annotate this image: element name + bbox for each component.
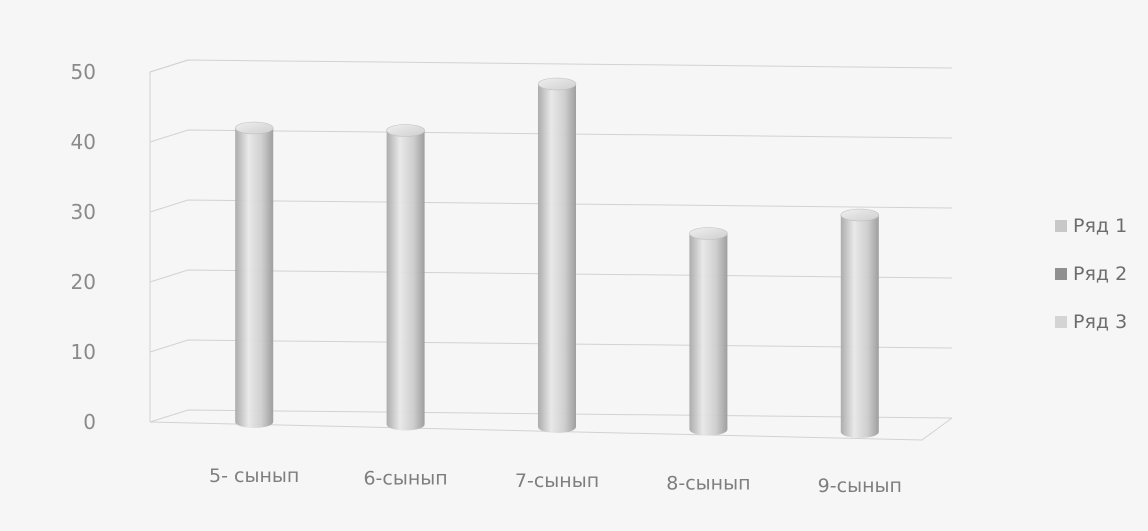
x-tick-label: 5- сынып bbox=[209, 465, 299, 487]
gridline bbox=[149, 59, 953, 73]
legend-swatch bbox=[1055, 316, 1067, 328]
bar-body bbox=[386, 130, 425, 431]
y-tick-label: 10 bbox=[71, 340, 96, 364]
y-axis: 0 10 20 30 40 50 bbox=[71, 60, 96, 434]
bar bbox=[840, 208, 880, 438]
y-tick-label: 50 bbox=[71, 60, 96, 84]
x-tick-label: 7-сынып bbox=[515, 470, 599, 492]
x-tick-label: 6-сынып bbox=[363, 468, 447, 490]
x-axis: 5- сынып 6-сынып 7-сынып 8-сынып 9-сынып bbox=[209, 465, 902, 497]
gridline bbox=[149, 199, 953, 213]
bar-body bbox=[689, 233, 728, 436]
bar-cap bbox=[840, 208, 880, 222]
back-wall-edge bbox=[149, 59, 189, 422]
bar bbox=[689, 227, 728, 436]
bar-cap bbox=[386, 124, 425, 137]
bar-cap bbox=[537, 77, 577, 91]
bar-cap bbox=[689, 227, 728, 240]
y-tick-label: 30 bbox=[71, 200, 96, 224]
legend-swatch bbox=[1055, 268, 1067, 280]
gridlines bbox=[149, 59, 953, 441]
bar-cap bbox=[234, 121, 274, 135]
legend-label: Ряд 2 bbox=[1073, 263, 1127, 285]
bar-body bbox=[840, 215, 879, 438]
bar bbox=[386, 124, 425, 431]
x-tick-label: 8-сынып bbox=[666, 473, 750, 495]
gridline bbox=[149, 129, 953, 143]
x-tick-label: 9-сынып bbox=[818, 475, 902, 497]
legend-label: Ряд 1 bbox=[1073, 215, 1127, 237]
legend-swatch bbox=[1055, 220, 1067, 232]
bar-body bbox=[235, 128, 274, 428]
bar bbox=[537, 77, 577, 433]
bars bbox=[234, 77, 880, 438]
y-tick-label: 40 bbox=[71, 130, 96, 154]
legend-label: Ряд 3 bbox=[1073, 311, 1127, 333]
bar-body bbox=[538, 84, 576, 433]
y-tick-label: 20 bbox=[71, 270, 96, 294]
bar bbox=[234, 121, 274, 428]
y-tick-label: 0 bbox=[83, 410, 96, 434]
legend: Ряд 1 Ряд 2 Ряд 3 bbox=[1055, 215, 1127, 333]
